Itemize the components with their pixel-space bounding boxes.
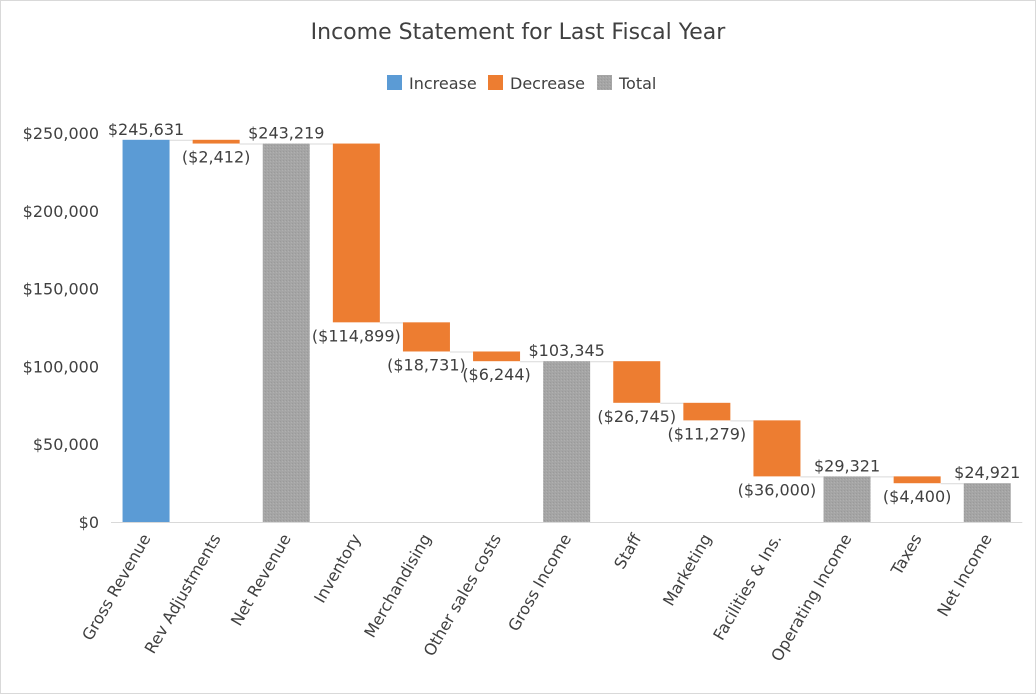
y-tick-label: $0 <box>79 513 99 532</box>
x-tick-label: Merchandising <box>360 531 435 641</box>
bar-decrease <box>473 351 521 362</box>
legend-swatch-total <box>597 75 612 90</box>
data-label: $29,321 <box>814 456 880 475</box>
x-tick-label: Marketing <box>659 531 715 610</box>
data-label: ($36,000) <box>738 480 817 499</box>
x-tick-label: Net Revenue <box>227 531 295 630</box>
y-tick-label: $50,000 <box>33 435 99 454</box>
legend-label-decrease: Decrease <box>510 74 585 93</box>
x-tick-label: Facilities & Ins. <box>709 531 785 644</box>
data-label: ($6,244) <box>462 365 530 384</box>
x-tick-label: Gross Income <box>504 531 575 635</box>
x-tick-label: Rev Adjustments <box>141 531 225 657</box>
x-tick-label: Operating Income <box>767 531 855 665</box>
bar-increase <box>122 139 170 522</box>
y-tick-label: $100,000 <box>23 357 99 376</box>
bar-decrease <box>402 322 450 352</box>
bar-decrease <box>753 420 801 477</box>
bar-decrease <box>332 143 380 323</box>
data-label: ($4,400) <box>883 487 951 506</box>
bar-total <box>543 361 591 522</box>
bar-total <box>823 476 871 522</box>
bar-decrease <box>683 402 731 421</box>
bar-decrease <box>613 361 661 403</box>
bar-decrease <box>893 476 941 484</box>
bar-total <box>262 143 310 522</box>
data-label: ($114,899) <box>312 326 401 345</box>
legend-label-total: Total <box>618 74 656 93</box>
x-tick-label: Inventory <box>310 531 365 607</box>
data-label: ($11,279) <box>668 424 747 443</box>
y-tick-label: $200,000 <box>23 202 99 221</box>
y-tick-label: $150,000 <box>23 280 99 299</box>
legend-label-increase: Increase <box>409 74 477 93</box>
data-label: ($26,745) <box>597 407 676 426</box>
y-axis: $0 $50,000 $100,000 $150,000 $200,000 $250,00… <box>23 124 1023 532</box>
legend-swatch-decrease <box>488 75 503 90</box>
bars: $245,631 ($2,412) $243,219 ($114,899) ($18,7… <box>108 120 1020 522</box>
x-tick-label: Net Income <box>933 531 995 620</box>
x-tick-label: Other sales costs <box>420 531 505 660</box>
bar-decrease <box>192 139 240 144</box>
x-tick-label: Taxes <box>887 531 926 580</box>
data-label: $103,345 <box>528 341 604 360</box>
data-label: $245,631 <box>108 120 184 139</box>
x-tick-label: Gross Revenue <box>78 531 154 644</box>
bar-total <box>963 483 1011 522</box>
x-tick-label: Staff <box>610 530 646 573</box>
data-label: $24,921 <box>954 463 1020 482</box>
y-tick-label: $250,000 <box>23 124 99 143</box>
legend: Increase Decrease Total <box>387 74 656 93</box>
data-label: ($18,731) <box>387 355 466 374</box>
legend-swatch-increase <box>387 75 402 90</box>
data-label: $243,219 <box>248 124 324 143</box>
chart-title: Income Statement for Last Fiscal Year <box>311 20 727 45</box>
data-label: ($2,412) <box>182 148 250 167</box>
